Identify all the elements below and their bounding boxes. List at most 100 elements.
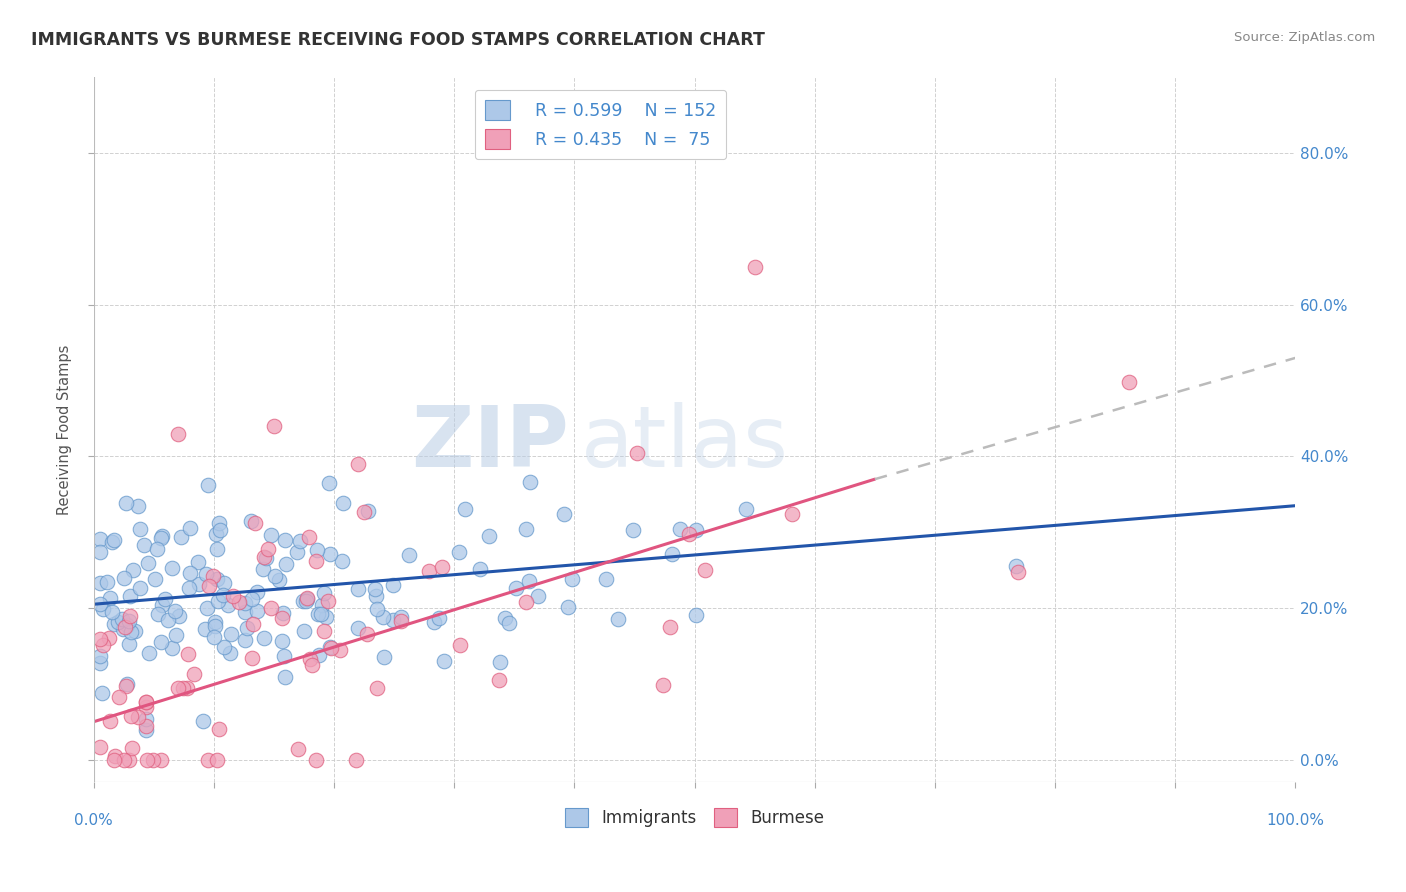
Point xyxy=(112,571,135,585)
Point xyxy=(108,690,131,704)
Point xyxy=(172,681,194,695)
Point xyxy=(517,574,540,588)
Point xyxy=(121,741,143,756)
Point xyxy=(118,753,141,767)
Point xyxy=(685,608,707,623)
Point xyxy=(346,621,368,635)
Point xyxy=(89,632,111,646)
Point xyxy=(307,607,329,622)
Point xyxy=(103,753,125,767)
Point xyxy=(651,678,673,692)
Point xyxy=(89,575,111,590)
Point xyxy=(305,753,328,767)
Point xyxy=(309,607,332,622)
Point xyxy=(595,572,617,586)
Point xyxy=(187,555,209,569)
Text: atlas: atlas xyxy=(581,402,789,485)
Point xyxy=(179,582,201,596)
Point xyxy=(145,573,167,587)
Point xyxy=(177,647,200,661)
Point xyxy=(661,547,683,561)
Point xyxy=(332,496,354,510)
Point xyxy=(134,537,156,551)
Point xyxy=(319,640,342,655)
Point xyxy=(515,522,537,536)
Point xyxy=(253,632,276,646)
Point xyxy=(678,526,700,541)
Point xyxy=(311,598,333,612)
Point xyxy=(208,516,231,530)
Point xyxy=(162,560,184,574)
Point xyxy=(167,681,190,696)
Point xyxy=(276,557,298,571)
Point xyxy=(430,559,453,574)
Point xyxy=(347,457,370,471)
Point xyxy=(165,604,187,618)
Point xyxy=(124,624,146,638)
Point xyxy=(120,589,142,603)
Point xyxy=(217,599,239,613)
Point xyxy=(314,624,336,638)
Point xyxy=(89,545,111,559)
Point xyxy=(114,679,136,693)
Point xyxy=(91,638,114,652)
Point xyxy=(447,545,470,559)
Point xyxy=(353,505,375,519)
Point xyxy=(553,508,575,522)
Point xyxy=(145,541,167,556)
Point xyxy=(233,632,256,647)
Point xyxy=(264,569,287,583)
Point xyxy=(1007,566,1029,580)
Point xyxy=(273,648,295,663)
Point xyxy=(198,579,221,593)
Point xyxy=(316,594,339,608)
Point xyxy=(107,615,129,629)
Point xyxy=(129,522,152,536)
Point xyxy=(468,562,491,576)
Point xyxy=(744,260,766,274)
Point xyxy=(228,595,250,609)
Point xyxy=(449,638,471,652)
Point xyxy=(263,419,285,434)
Point xyxy=(273,670,295,684)
Point xyxy=(389,614,412,628)
Point xyxy=(236,621,259,635)
Point xyxy=(735,502,758,516)
Point xyxy=(273,606,295,620)
Point xyxy=(219,626,242,640)
Point xyxy=(519,475,541,489)
Point xyxy=(433,654,456,668)
Point xyxy=(120,625,142,640)
Point xyxy=(103,617,125,632)
Point xyxy=(295,594,318,608)
Point xyxy=(527,589,550,603)
Point xyxy=(489,655,512,669)
Point xyxy=(561,572,583,586)
Point xyxy=(205,542,228,557)
Text: Source: ZipAtlas.com: Source: ZipAtlas.com xyxy=(1234,31,1375,45)
Point xyxy=(115,617,138,632)
Point xyxy=(626,446,648,460)
Point xyxy=(214,640,236,654)
Point xyxy=(135,719,157,733)
Point xyxy=(142,753,165,767)
Point xyxy=(118,637,141,651)
Point xyxy=(208,722,231,736)
Point xyxy=(290,533,312,548)
Point xyxy=(318,640,340,654)
Point xyxy=(1118,375,1140,389)
Point xyxy=(373,609,395,624)
Text: IMMIGRANTS VS BURMESE RECEIVING FOOD STAMPS CORRELATION CHART: IMMIGRANTS VS BURMESE RECEIVING FOOD STA… xyxy=(31,31,765,49)
Point xyxy=(179,520,201,534)
Point xyxy=(209,523,232,537)
Point xyxy=(257,541,280,556)
Point xyxy=(112,753,135,767)
Point xyxy=(366,602,388,616)
Point xyxy=(114,620,136,634)
Point xyxy=(669,522,692,536)
Point xyxy=(127,499,149,513)
Point xyxy=(494,611,516,625)
Point xyxy=(197,478,219,492)
Point xyxy=(318,476,340,491)
Point xyxy=(240,651,263,665)
